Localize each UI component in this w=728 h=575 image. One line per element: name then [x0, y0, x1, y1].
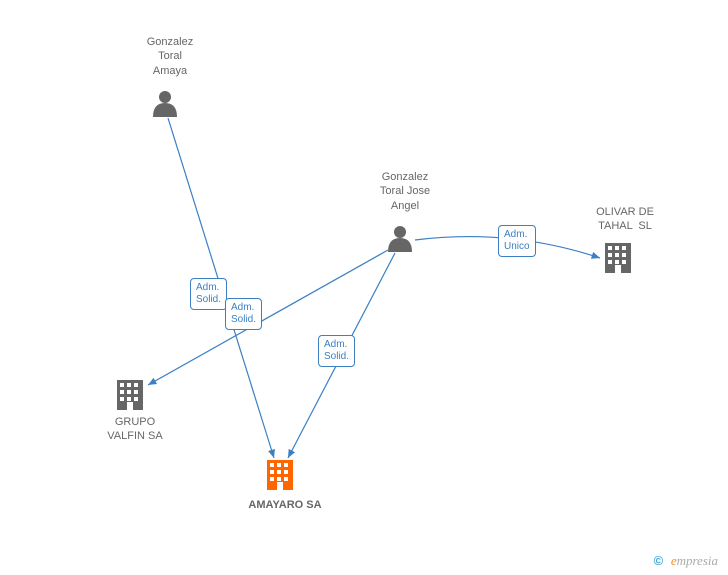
node-label: OLIVAR DE TAHAL SL	[585, 205, 665, 234]
building-icon	[605, 243, 631, 273]
edge-label: Adm. Solid.	[225, 298, 262, 330]
copyright-symbol: ©	[654, 553, 664, 568]
node-label: Gonzalez Toral Amaya	[135, 35, 205, 78]
edge-label: Adm. Unico	[498, 225, 536, 257]
person-icon	[388, 226, 412, 252]
node-label: AMAYARO SA	[235, 498, 335, 512]
watermark: © empresia	[654, 553, 718, 569]
brand-rest: mpresia	[677, 553, 718, 568]
network-canvas	[0, 0, 728, 575]
edge-label: Adm. Solid.	[190, 278, 227, 310]
person-icon	[153, 91, 177, 117]
edge-label: Adm. Solid.	[318, 335, 355, 367]
building-icon	[267, 460, 293, 490]
node-label: GRUPO VALFIN SA	[95, 415, 175, 444]
node-label: Gonzalez Toral Jose Angel	[365, 170, 445, 213]
building-icon	[117, 380, 143, 410]
